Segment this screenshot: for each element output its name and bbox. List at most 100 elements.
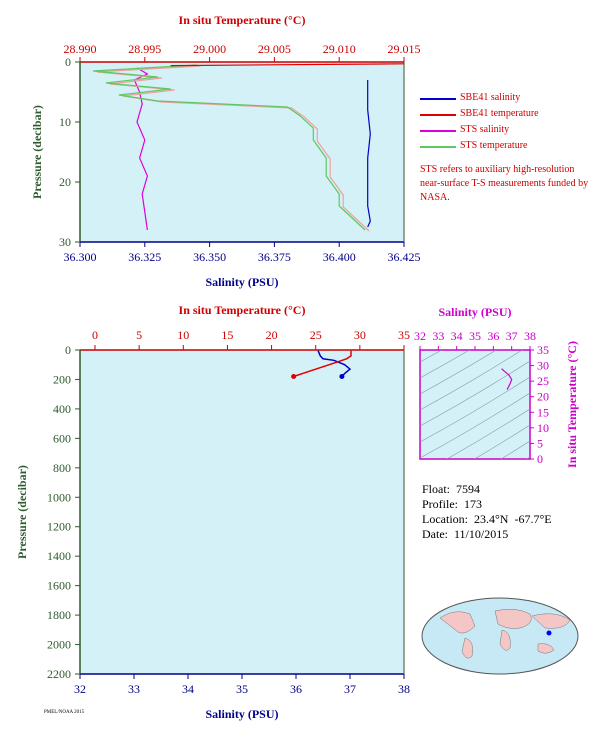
series-sbe41-temperature-2	[293, 350, 352, 378]
temp-axis-title-2: In situ Temperature (°C)	[179, 303, 306, 317]
sal-tick-label-2: 34	[182, 682, 194, 696]
pressure-tick-label-2: 1000	[47, 490, 71, 504]
series-sbe41-salinity-1	[367, 80, 371, 228]
legend-label: STS temperature	[460, 140, 528, 151]
ts-temp-tick-label: 5	[537, 436, 543, 450]
pressure-tick-label-1: 10	[59, 115, 71, 129]
temp-tick-label-1: 28.995	[128, 42, 161, 56]
pressure-tick-label-2: 400	[53, 402, 71, 416]
credit-text: PMEL/NOAA 2015	[44, 710, 85, 715]
temp-tick-label-2: 15	[221, 328, 233, 342]
density-contour	[500, 440, 530, 459]
temp-tick-label-1: 28.990	[64, 42, 97, 56]
float-location: Location: 23.4°N -67.7°E	[422, 512, 552, 526]
pressure-tick-label-2: 1200	[47, 520, 71, 534]
ts-temp-tick-label: 10	[537, 421, 549, 435]
density-contour	[420, 360, 530, 427]
sal-tick-label-1: 36.350	[193, 250, 226, 264]
pressure-tick-label-2: 800	[53, 461, 71, 475]
density-contour	[420, 350, 497, 395]
pressure-tick-label-2: 2000	[47, 638, 71, 652]
density-contour	[420, 265, 530, 330]
temp-tick-label-1: 29.005	[258, 42, 291, 56]
float-location-marker	[546, 630, 552, 636]
ts-curve	[501, 368, 513, 390]
pressure-tick-label-2: 1400	[47, 549, 71, 563]
ts-temp-tick-label: 30	[537, 359, 549, 373]
ts-sal-axis-title: Salinity (PSU)	[438, 305, 511, 319]
pressure-tick-label-1: 20	[59, 175, 71, 189]
series-sbe41-salinity-2	[317, 350, 352, 378]
legend-swatch	[420, 98, 456, 100]
temp-tick-label-2: 20	[266, 328, 278, 342]
legend-swatch	[420, 130, 456, 132]
sal-axis-title-1: Salinity (PSU)	[205, 275, 278, 289]
float-id: Float: 7594	[422, 482, 481, 496]
sal-tick-label-2: 35	[236, 682, 248, 696]
profile-date: Date: 11/10/2015	[422, 527, 509, 541]
series-end-marker-2	[291, 374, 297, 380]
ts-temp-tick-label: 35	[537, 343, 549, 357]
temp-tick-label-2: 30	[354, 328, 366, 342]
temp-tick-label-1: 29.000	[193, 42, 226, 56]
pressure-tick-label-1: 30	[59, 235, 71, 249]
sal-tick-label-1: 36.400	[323, 250, 356, 264]
sal-tick-label-2: 36	[290, 682, 302, 696]
series-sts-temperature-1	[92, 64, 366, 231]
profile-number: Profile: 173	[422, 497, 482, 511]
ts-sal-tick-label: 34	[451, 329, 463, 343]
pressure-tick-label-2: 1600	[47, 579, 71, 593]
density-contour	[446, 408, 530, 459]
temp-tick-label-2: 5	[136, 328, 142, 342]
pressure-tick-label-1: 0	[65, 55, 71, 69]
density-contour	[420, 350, 523, 411]
legend-label: STS salinity	[460, 124, 510, 135]
ts-sal-tick-label: 32	[414, 329, 426, 343]
ts-temp-axis-title: In situ Temperature (°C)	[565, 341, 579, 468]
pressure-axis-title-1: Pressure (decibar)	[30, 105, 44, 199]
temp-tick-label-2: 25	[310, 328, 322, 342]
ts-sal-tick-label: 37	[506, 329, 518, 343]
sal-tick-label-2: 38	[398, 682, 410, 696]
pressure-tick-label-2: 200	[53, 372, 71, 386]
temp-tick-label-2: 35	[398, 328, 410, 342]
ts-sal-tick-label: 38	[524, 329, 536, 343]
density-contour	[420, 392, 530, 459]
density-contour	[420, 350, 471, 379]
sal-tick-label-2: 37	[344, 682, 356, 696]
sal-tick-label-1: 36.425	[388, 250, 421, 264]
sts-note: STS refers to auxiliary high-resolution …	[420, 164, 589, 203]
pressure-tick-label-2: 600	[53, 431, 71, 445]
pressure-axis-title-2: Pressure (decibar)	[15, 465, 29, 559]
temp-tick-label-2: 0	[92, 328, 98, 342]
sal-tick-label-2: 33	[128, 682, 140, 696]
sal-tick-label-1: 36.375	[258, 250, 291, 264]
pressure-tick-label-2: 1800	[47, 608, 71, 622]
sal-tick-label-2: 32	[74, 682, 86, 696]
ts-sal-tick-label: 36	[487, 329, 499, 343]
temp-axis-title-1: In situ Temperature (°C)	[179, 13, 306, 27]
legend-swatch	[420, 114, 456, 116]
sal-tick-label-1: 36.325	[128, 250, 161, 264]
plot-area-1	[80, 62, 404, 242]
sal-tick-label-1: 36.300	[64, 250, 97, 264]
legend-label: SBE41 salinity	[460, 92, 521, 103]
ts-temp-tick-label: 20	[537, 390, 549, 404]
density-contour	[420, 376, 530, 443]
world-map-icon	[421, 597, 579, 675]
temp-tick-label-1: 29.015	[388, 42, 421, 56]
density-contour	[420, 350, 443, 363]
legend-label: SBE41 temperature	[460, 108, 539, 119]
ts-sal-tick-label: 33	[432, 329, 444, 343]
ts-sal-tick-label: 35	[469, 329, 481, 343]
pressure-tick-label-2: 2200	[47, 667, 71, 681]
plot-area-2	[80, 350, 404, 674]
temp-tick-label-1: 29.010	[323, 42, 356, 56]
sal-axis-title-2: Salinity (PSU)	[205, 707, 278, 721]
density-contour	[473, 424, 530, 459]
ts-temp-tick-label: 0	[537, 452, 543, 466]
temp-tick-label-2: 10	[177, 328, 189, 342]
legend-swatch	[420, 146, 456, 148]
series-sbe41-temperature-1	[170, 63, 405, 67]
